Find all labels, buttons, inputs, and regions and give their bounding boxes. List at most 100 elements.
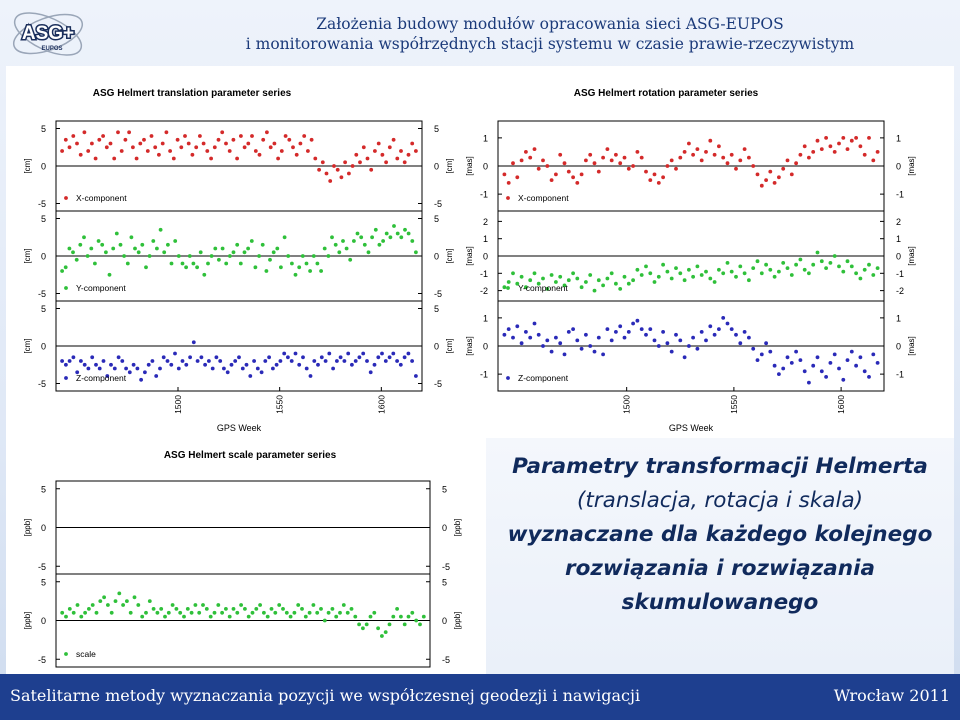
- translation-rotation-charts: ASG Helmert translation parameter series…: [23, 88, 916, 453]
- data-point: [669, 276, 674, 281]
- data-point: [875, 361, 880, 365]
- data-point: [391, 351, 396, 356]
- data-point: [365, 359, 369, 363]
- callout-box: Parametry transformacji Helmerta (transl…: [486, 438, 954, 674]
- data-point: [127, 130, 131, 135]
- data-point: [631, 278, 635, 283]
- data-point: [60, 610, 65, 615]
- data-point: [588, 344, 593, 348]
- data-point: [682, 150, 687, 154]
- data-point: [75, 370, 80, 375]
- data-point: [112, 156, 117, 161]
- data-point: [734, 332, 738, 337]
- footer-right-text: Wrocław 2011: [833, 686, 950, 705]
- data-point: [349, 607, 354, 611]
- data-point: [515, 324, 520, 329]
- data-point: [151, 239, 156, 243]
- data-point: [626, 330, 631, 334]
- data-point: [302, 134, 307, 138]
- data-point: [875, 266, 880, 270]
- data-point: [575, 181, 580, 185]
- data-point: [387, 145, 392, 150]
- data-point: [309, 137, 314, 142]
- y-tick-label-left: 0: [41, 252, 46, 262]
- data-point: [63, 137, 68, 142]
- data-point: [264, 269, 269, 273]
- y-tick-label-left: 1: [483, 234, 488, 244]
- data-point: [391, 614, 396, 619]
- data-point: [125, 261, 130, 266]
- data-point: [345, 610, 350, 615]
- data-point: [789, 273, 794, 277]
- data-point: [687, 344, 691, 348]
- data-point: [524, 285, 528, 290]
- y-tick-label-left: 0: [41, 342, 46, 352]
- data-point: [199, 355, 204, 360]
- data-point: [335, 167, 340, 172]
- data-point: [105, 374, 110, 378]
- data-point: [250, 610, 255, 615]
- data-point: [301, 355, 305, 360]
- data-point: [187, 254, 192, 258]
- data-point: [112, 366, 117, 371]
- data-point: [648, 178, 653, 182]
- legend-label: Y-component: [518, 283, 568, 293]
- x-tick-label: 1500: [173, 395, 183, 414]
- data-point: [93, 261, 97, 266]
- data-point: [175, 137, 180, 142]
- data-point: [618, 287, 623, 291]
- data-point: [656, 181, 661, 185]
- data-point: [218, 359, 223, 363]
- callout-regular: (translacja, rotacja i skala): [576, 488, 864, 513]
- y-tick-label-left: -5: [38, 562, 46, 572]
- data-point: [402, 160, 407, 165]
- data-point: [174, 607, 179, 611]
- data-point: [506, 280, 511, 284]
- y-tick-label-right: 1: [896, 234, 901, 244]
- data-point: [238, 261, 243, 266]
- data-point: [837, 264, 841, 269]
- data-point: [144, 265, 148, 270]
- data-point: [210, 366, 215, 371]
- data-point: [308, 374, 313, 378]
- data-point: [104, 145, 109, 150]
- data-point: [631, 164, 635, 168]
- data-point: [87, 607, 91, 611]
- data-point: [376, 626, 380, 631]
- data-point: [278, 359, 283, 363]
- data-point: [90, 141, 94, 146]
- data-point: [406, 152, 411, 157]
- data-point: [849, 138, 854, 143]
- data-point: [85, 254, 90, 258]
- data-point: [669, 158, 674, 163]
- data-point: [191, 340, 196, 345]
- data-point: [622, 155, 627, 160]
- data-point: [410, 359, 414, 363]
- data-point: [194, 145, 199, 150]
- data-point: [704, 338, 708, 343]
- data-point: [699, 158, 704, 163]
- data-point: [324, 171, 329, 176]
- data-point: [114, 231, 119, 236]
- data-point: [250, 134, 254, 138]
- data-point: [315, 610, 320, 615]
- data-point: [854, 136, 858, 140]
- data-point: [414, 374, 418, 378]
- data-point: [410, 610, 415, 615]
- y-tick-label-left: 0: [41, 523, 46, 533]
- data-point: [165, 359, 170, 363]
- y-tick-label-right: 5: [434, 124, 439, 134]
- data-point: [212, 145, 217, 150]
- y-tick-label-right: 0: [434, 252, 439, 262]
- data-point: [592, 161, 597, 166]
- data-point: [60, 149, 64, 153]
- data-point: [811, 262, 816, 267]
- data-point: [79, 359, 83, 363]
- data-point: [117, 591, 122, 596]
- data-point: [352, 239, 356, 243]
- data-point: [862, 369, 867, 374]
- data-point: [418, 622, 422, 627]
- legend-label: X-component: [76, 193, 127, 203]
- legend-label: Z-component: [518, 373, 569, 383]
- data-point: [257, 152, 262, 157]
